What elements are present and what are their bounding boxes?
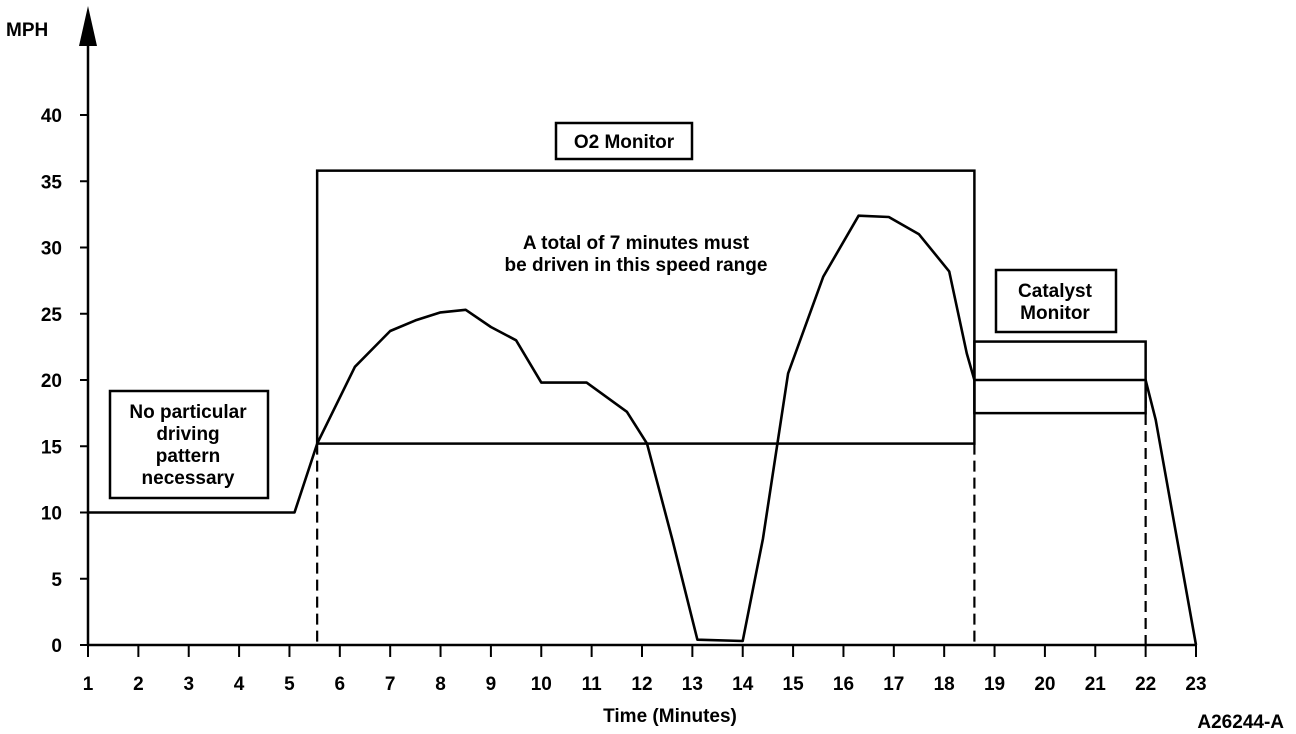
- x-tick-label: 22: [1135, 674, 1156, 695]
- no-pattern-label: pattern: [156, 446, 220, 467]
- y-tick-label: 30: [41, 239, 62, 260]
- x-tick-label: 2: [133, 674, 144, 695]
- dashed-verticals: [316, 380, 1147, 645]
- y-tick-label: 20: [41, 371, 62, 392]
- y-axis-label: MPH: [6, 20, 48, 41]
- x-tick-label: 1: [83, 674, 94, 695]
- x-tick-label: 8: [435, 674, 446, 695]
- x-tick-label: 3: [183, 674, 194, 695]
- x-tick-label: 6: [335, 674, 346, 695]
- x-tick-label: 18: [934, 674, 955, 695]
- x-tick-label: 23: [1185, 674, 1206, 695]
- x-tick-label: 10: [531, 674, 552, 695]
- catalyst-monitor-label: Catalyst: [1018, 281, 1093, 302]
- x-tick-label: 4: [234, 674, 245, 695]
- x-tick-label: 5: [284, 674, 295, 695]
- no-pattern-label: No particular: [129, 402, 247, 423]
- x-tick-label: 16: [833, 674, 854, 695]
- x-tick-label: 15: [783, 674, 805, 695]
- o2-monitor-note: be driven in this speed range: [505, 255, 768, 276]
- monitor-boxes: [108, 121, 1147, 500]
- catalyst-monitor-range-box: [973, 340, 1147, 415]
- no-pattern-label: driving: [156, 424, 219, 445]
- x-tick-label: 21: [1085, 674, 1107, 695]
- x-tick-label: 19: [984, 674, 1005, 695]
- y-tick-label: 15: [41, 437, 63, 458]
- x-tick-label: 20: [1034, 674, 1055, 695]
- x-axis-label: Time (Minutes): [603, 706, 737, 727]
- y-tick-label: 40: [41, 106, 62, 127]
- o2-monitor-note: A total of 7 minutes must: [523, 233, 750, 254]
- x-tick-label: 14: [732, 674, 754, 695]
- x-tick-label: 12: [631, 674, 652, 695]
- no-pattern-label: necessary: [142, 468, 235, 489]
- y-axis-arrow-icon: [79, 6, 97, 46]
- x-tick-label: 7: [385, 674, 396, 695]
- x-tick-label: 17: [883, 674, 904, 695]
- series-lines: [88, 214, 1198, 646]
- figure-id-label: A26244-A: [1197, 712, 1284, 733]
- o2-monitor-range-box: [315, 169, 976, 445]
- catalyst-monitor-label-box: [994, 268, 1118, 334]
- speed-series-line: [88, 214, 1198, 646]
- x-tick-label: 13: [682, 674, 703, 695]
- y-tick-label: 35: [41, 172, 63, 193]
- catalyst-monitor-label: Monitor: [1020, 303, 1090, 324]
- y-tick-label: 0: [51, 636, 62, 657]
- o2-monitor-label-box: [554, 121, 694, 161]
- x-ticks: 1 2 3 4 5 6 7 8 9 10 11 12 13 14 15 16 17 18 19 20 21 22 23: [83, 645, 1207, 695]
- no-pattern-label-box: [108, 389, 270, 500]
- y-ticks: 0 5 10 15 20 25 30 35 40: [41, 106, 88, 657]
- o2-monitor-label: O2 Monitor: [574, 132, 675, 153]
- y-tick-label: 5: [51, 570, 62, 591]
- x-tick-label: 11: [582, 674, 603, 695]
- y-tick-label: 25: [41, 305, 63, 326]
- y-tick-label: 10: [41, 504, 62, 525]
- x-tick-label: 9: [486, 674, 497, 695]
